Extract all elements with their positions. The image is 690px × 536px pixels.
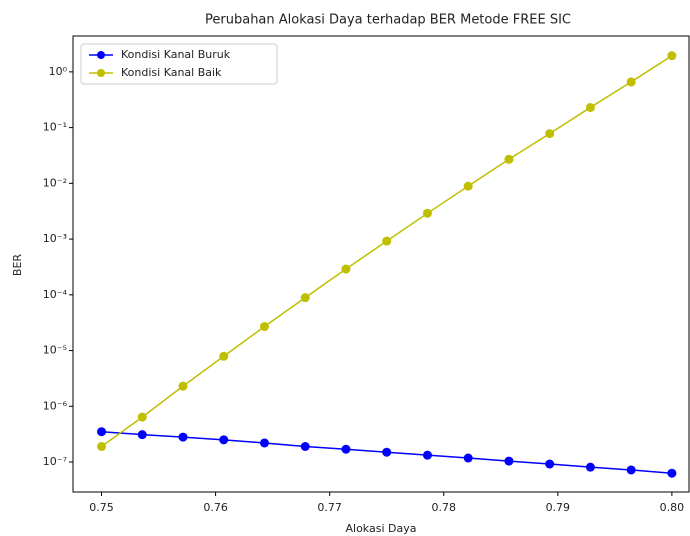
legend-box	[80, 43, 278, 85]
data-point	[178, 381, 188, 391]
y-tick-label: 10⁻⁴	[43, 288, 68, 301]
x-tick-label: 0.75	[89, 501, 114, 514]
y-tick-label: 10⁻⁷	[43, 455, 67, 468]
data-point	[545, 129, 555, 139]
legend-label: Kondisi Kanal Baik	[121, 66, 222, 79]
data-point	[178, 432, 188, 442]
y-tick-label: 10⁻⁵	[43, 344, 67, 357]
data-point	[585, 462, 595, 472]
data-point	[341, 264, 351, 274]
data-point	[97, 441, 107, 451]
data-point	[463, 453, 473, 463]
x-tick-label: 0.77	[317, 501, 342, 514]
data-point	[504, 154, 514, 164]
x-tick-label: 0.80	[660, 501, 685, 514]
data-point	[259, 438, 269, 448]
data-point	[545, 459, 555, 469]
data-point	[667, 468, 677, 478]
x-tick-label: 0.79	[546, 501, 571, 514]
data-point	[97, 427, 107, 437]
data-point	[504, 456, 514, 466]
data-point	[300, 293, 310, 303]
plot-frame	[72, 35, 690, 493]
data-point	[300, 441, 310, 451]
data-point	[137, 430, 147, 440]
y-axis-label: BER	[11, 254, 24, 276]
data-point	[259, 322, 269, 332]
x-axis-label: Alokasi Daya	[346, 522, 417, 535]
data-point	[382, 447, 392, 457]
data-point	[463, 181, 473, 191]
data-point	[626, 77, 636, 87]
y-tick-label: 10⁻³	[43, 232, 67, 245]
legend-marker	[97, 69, 105, 77]
data-point	[219, 435, 229, 445]
y-tick-label: 10⁻²	[43, 176, 67, 189]
y-tick-label: 10⁻¹	[43, 121, 67, 134]
y-tick-label: 10⁰	[49, 65, 68, 78]
x-tick-label: 0.78	[431, 501, 456, 514]
legend-marker	[97, 51, 105, 59]
legend: Kondisi Kanal Buruk Kondisi Kanal Baik	[80, 43, 278, 85]
data-point	[585, 102, 595, 112]
data-point	[137, 412, 147, 422]
data-point	[422, 450, 432, 460]
data-point	[219, 351, 229, 361]
legend-label: Kondisi Kanal Buruk	[121, 48, 231, 61]
data-point	[382, 236, 392, 246]
data-point	[626, 465, 636, 475]
data-point	[341, 444, 351, 454]
chart-title: Perubahan Alokasi Daya terhadap BER Meto…	[205, 13, 571, 28]
x-tick-label: 0.76	[203, 501, 228, 514]
data-point	[667, 51, 677, 61]
data-point	[422, 208, 432, 218]
y-tick-label: 10⁻⁶	[43, 399, 68, 412]
